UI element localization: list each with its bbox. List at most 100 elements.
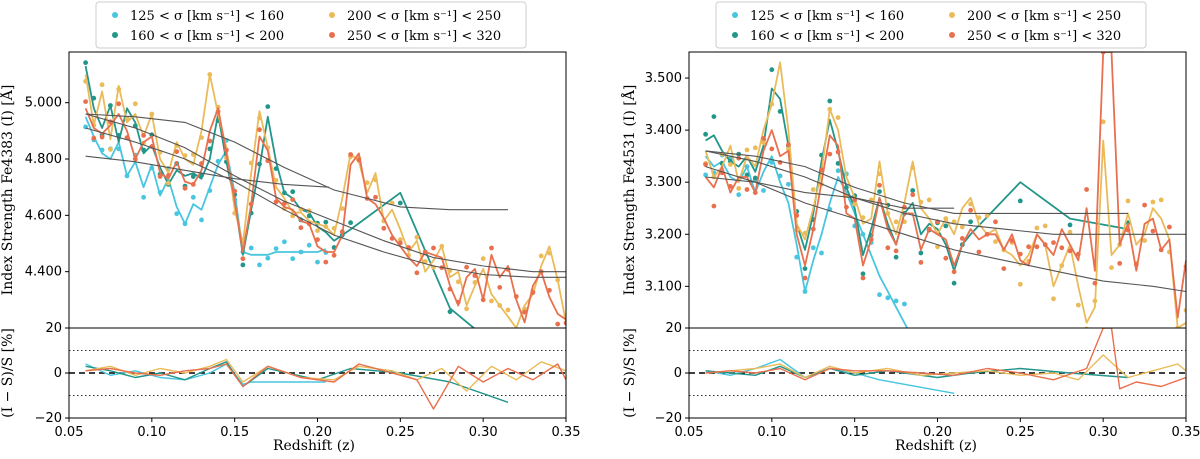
main-plot-area (703, 52, 1186, 416)
data-point-bin4 (993, 219, 998, 225)
data-point-bin2 (397, 200, 403, 206)
x-tick-label: 0.10 (757, 425, 786, 440)
data-point-bin4 (166, 173, 171, 178)
y-tick-label: 5.000 (25, 96, 62, 111)
data-point-bin4 (431, 245, 436, 251)
data-point-bin3 (472, 280, 478, 285)
right-legend-box (715, 1, 1147, 49)
fit-curve-bin3 (85, 113, 566, 273)
data-point-bin3 (83, 78, 88, 84)
data-point-bin3 (422, 259, 428, 264)
residual-plot-area (69, 350, 566, 410)
data-point-bin1 (306, 242, 312, 248)
data-point-bin3 (149, 111, 155, 117)
fit-curve-bin2 (85, 113, 508, 211)
data-point-bin2 (910, 188, 916, 193)
data-point-bin1 (298, 249, 304, 255)
data-point-bin3 (1017, 281, 1023, 287)
data-point-bin3 (910, 165, 916, 171)
data-point-bin4 (761, 136, 766, 141)
data-point-bin3 (215, 104, 221, 110)
data-point-bin1 (149, 165, 155, 171)
data-point-bin3 (480, 256, 486, 262)
data-point-bin4 (918, 260, 924, 265)
left-legend-box (95, 1, 527, 49)
data-point-bin3 (984, 213, 990, 218)
data-point-bin1 (777, 173, 783, 179)
x-tick-label: 0.35 (552, 425, 581, 440)
data-point-bin4 (1075, 251, 1081, 257)
data-point-bin2 (844, 185, 849, 190)
data-point-bin1 (248, 245, 254, 251)
data-point-bin3 (752, 145, 758, 151)
data-point-bin3 (124, 116, 130, 122)
main-plot-area (83, 60, 566, 328)
data-point-bin2 (323, 219, 329, 225)
data-point-bin1 (935, 402, 940, 407)
data-point-bin1 (744, 164, 750, 170)
data-point-bin4 (389, 236, 395, 241)
data-point-bin2 (860, 271, 866, 277)
data-point-bin2 (290, 189, 296, 195)
data-point-bin4 (464, 264, 469, 270)
data-point-bin4 (976, 249, 982, 255)
data-point-bin4 (555, 321, 561, 327)
data-point-bin4 (885, 245, 891, 251)
data-point-bin4 (199, 161, 204, 166)
data-point-bin4 (802, 275, 808, 281)
data-point-bin2 (240, 262, 246, 268)
residual-y-tick-label: 0 (674, 366, 682, 381)
data-point-bin4 (348, 152, 353, 157)
y-tick-label: 4.600 (25, 208, 62, 223)
data-point-bin3 (943, 216, 949, 222)
data-point-bin3 (893, 219, 899, 225)
legend-marker-bin4 (949, 32, 955, 38)
data-point-bin3 (860, 215, 866, 221)
data-point-bin2 (83, 60, 88, 66)
data-point-bin4 (943, 255, 949, 261)
legend-label-bin3: 200 < σ [km s⁻¹] < 250 (967, 9, 1121, 24)
series-line-bin1 (84, 116, 327, 256)
data-point-bin2 (703, 131, 708, 137)
data-point-bin1 (835, 168, 841, 174)
data-point-bin4 (157, 174, 163, 179)
data-point-bin4 (902, 204, 907, 210)
data-point-bin3 (563, 313, 566, 318)
data-point-bin4 (794, 213, 800, 218)
fit-curve-bin4 (85, 127, 566, 278)
right-xlabel: Redshift (z) (895, 438, 977, 454)
data-point-bin3 (505, 307, 511, 313)
data-point-bin4 (563, 320, 566, 326)
data-point-bin3 (1092, 298, 1098, 304)
legend-label-bin2: 160 < σ [km s⁻¹] < 200 (130, 29, 284, 44)
data-point-bin2 (273, 166, 279, 172)
data-point-bin3 (547, 250, 552, 256)
data-point-bin3 (711, 174, 717, 180)
right-residual-ylabel: (I − S)/S [%] (622, 328, 638, 418)
data-point-bin4 (298, 225, 304, 231)
data-point-bin4 (1051, 240, 1056, 246)
data-point-bin4 (968, 207, 973, 213)
data-point-bin3 (918, 199, 924, 205)
data-point-bin4 (951, 269, 957, 275)
data-point-bin3 (1059, 263, 1065, 268)
data-point-bin4 (926, 226, 932, 232)
data-point-bin4 (290, 197, 296, 203)
data-point-bin3 (489, 298, 494, 304)
legend-marker-bin3 (949, 12, 955, 18)
data-point-bin1 (960, 411, 965, 416)
data-point-bin1 (207, 188, 213, 194)
data-point-bin4 (530, 290, 536, 295)
data-point-bin4 (819, 167, 824, 173)
data-point-bin3 (497, 303, 503, 308)
data-point-bin1 (265, 255, 271, 261)
data-point-bin2 (132, 123, 138, 129)
data-point-bin4 (124, 135, 130, 141)
x-tick-label: 0.30 (469, 425, 498, 440)
legend-label-bin1: 125 < σ [km s⁻¹] < 160 (750, 9, 904, 24)
residual-line-bin1 (705, 358, 955, 394)
left-panel-fe4383: 4.400 4.600 4.800 5.000 −20 0 20 0.05 0.10 0.15 0.… (25, 51, 581, 440)
data-point-bin4 (513, 294, 519, 299)
data-point-bin4 (728, 184, 733, 189)
data-point-bin3 (1067, 229, 1073, 235)
